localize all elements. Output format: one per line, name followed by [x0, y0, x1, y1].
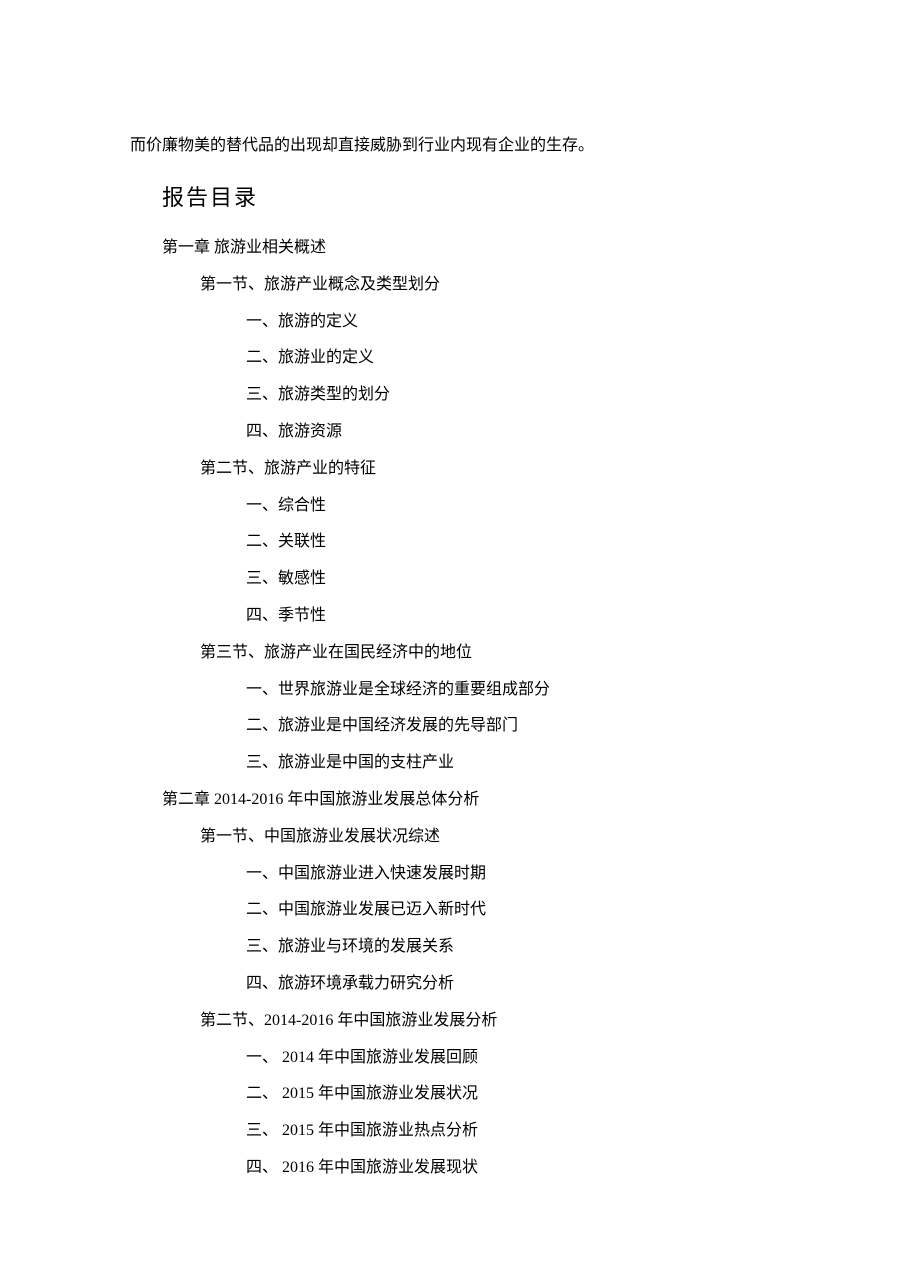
toc-item: 一、中国旅游业进入快速发展时期: [246, 856, 790, 893]
toc-item: 四、季节性: [246, 598, 790, 635]
toc-chapter: 第一章 旅游业相关概述: [162, 230, 790, 267]
toc-item: 三、旅游类型的划分: [246, 377, 790, 414]
toc-item: 二、 2015 年中国旅游业发展状况: [246, 1076, 790, 1113]
intro-text: 而价廉物美的替代品的出现却直接威胁到行业内现有企业的生存。: [130, 130, 790, 162]
toc-item: 三、敏感性: [246, 561, 790, 598]
toc-title: 报告目录: [162, 176, 790, 220]
toc-item: 四、旅游资源: [246, 414, 790, 451]
toc-section: 第一节、旅游产业概念及类型划分: [200, 267, 790, 304]
toc-item: 二、中国旅游业发展已迈入新时代: [246, 892, 790, 929]
toc-section: 第二节、2014-2016 年中国旅游业发展分析: [200, 1003, 790, 1040]
toc-item: 一、综合性: [246, 488, 790, 525]
toc-body: 第一章 旅游业相关概述第一节、旅游产业概念及类型划分一、旅游的定义二、旅游业的定…: [130, 230, 790, 1187]
toc-section: 第一节、中国旅游业发展状况综述: [200, 819, 790, 856]
toc-section: 第二节、旅游产业的特征: [200, 451, 790, 488]
toc-item: 一、 2014 年中国旅游业发展回顾: [246, 1040, 790, 1077]
toc-item: 一、世界旅游业是全球经济的重要组成部分: [246, 672, 790, 709]
toc-item: 一、旅游的定义: [246, 304, 790, 341]
toc-item: 二、旅游业是中国经济发展的先导部门: [246, 708, 790, 745]
toc-item: 三、旅游业与环境的发展关系: [246, 929, 790, 966]
toc-chapter: 第二章 2014-2016 年中国旅游业发展总体分析: [162, 782, 790, 819]
toc-section: 第三节、旅游产业在国民经济中的地位: [200, 635, 790, 672]
toc-item: 二、关联性: [246, 524, 790, 561]
toc-item: 二、旅游业的定义: [246, 340, 790, 377]
toc-item: 三、 2015 年中国旅游业热点分析: [246, 1113, 790, 1150]
toc-item: 三、旅游业是中国的支柱产业: [246, 745, 790, 782]
document-page: 而价廉物美的替代品的出现却直接威胁到行业内现有企业的生存。 报告目录 第一章 旅…: [0, 0, 920, 1187]
toc-item: 四、 2016 年中国旅游业发展现状: [246, 1150, 790, 1187]
toc-item: 四、旅游环境承载力研究分析: [246, 966, 790, 1003]
